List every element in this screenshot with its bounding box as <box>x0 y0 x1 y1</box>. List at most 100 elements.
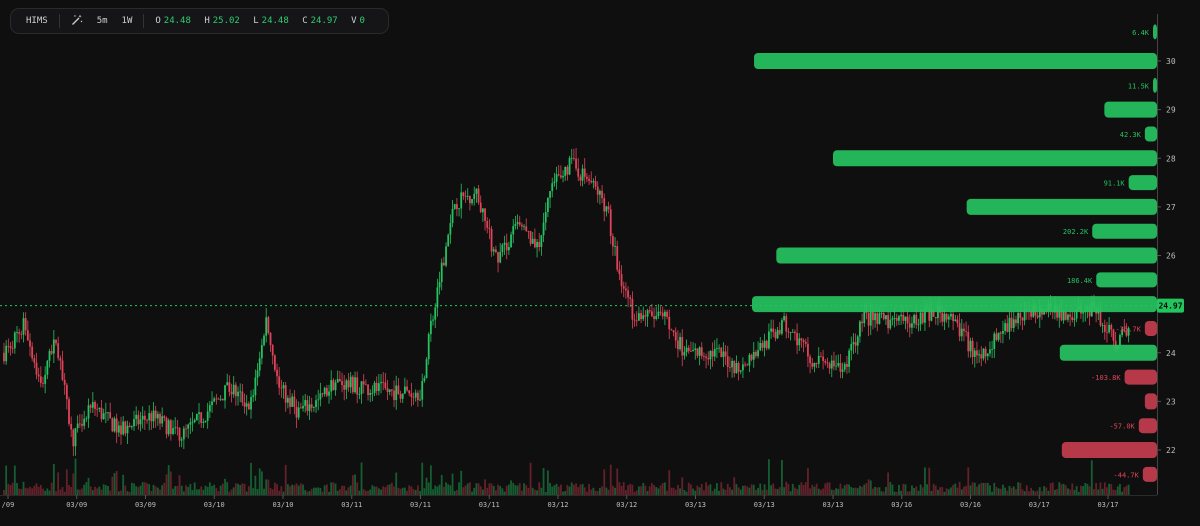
volume-bar <box>347 487 350 495</box>
candle-body <box>113 418 116 432</box>
magic-wand-icon[interactable] <box>64 14 90 29</box>
volume-bar <box>345 490 348 495</box>
candle-body <box>100 407 103 420</box>
candle-body <box>776 330 779 339</box>
time-tick-label: 03/09 <box>66 501 87 509</box>
volume-profile: 6.4K 11.5K 42.3K 91.1K 202.2K 186.4K -35.7K -10… <box>752 24 1157 482</box>
candle-body <box>549 191 551 198</box>
candle-body <box>1067 314 1069 320</box>
candle-body <box>516 222 519 224</box>
candle-body <box>256 370 259 378</box>
candle-body <box>815 363 818 364</box>
volume-bar <box>737 487 740 495</box>
candle-body <box>616 246 619 270</box>
volume-bar <box>471 491 473 495</box>
candle-body <box>928 307 931 321</box>
volume-bar <box>269 487 272 495</box>
volume-bar <box>590 489 593 495</box>
candle-body <box>757 350 759 357</box>
volume-bar <box>540 487 543 495</box>
profile-label: -35.7K <box>1116 325 1142 333</box>
volume-bar <box>867 479 870 495</box>
candle-body <box>828 363 831 369</box>
volume-bar <box>744 485 746 495</box>
candle-body <box>50 351 53 354</box>
volume-bar <box>256 489 259 495</box>
candle-body <box>681 337 684 356</box>
candle-body <box>310 404 313 408</box>
candle-body <box>280 387 283 389</box>
candle-body <box>185 428 187 430</box>
volume-bar <box>1073 489 1076 495</box>
volume-bar <box>789 491 792 495</box>
candle-body <box>401 393 404 399</box>
volume-bar <box>421 462 424 495</box>
volume-bar <box>735 484 738 495</box>
candle-body <box>1019 312 1022 318</box>
candle-body <box>542 222 545 236</box>
profile-label: 42.3K <box>1120 131 1142 139</box>
chart-toolbar: HIMS 5m 1W O 24.48 H 25.02 L 24.48 C 24.97 V… <box>10 8 389 34</box>
candle-body <box>737 363 740 372</box>
volume-bar <box>859 485 861 495</box>
range-button[interactable]: 1W <box>121 16 133 26</box>
volume-bar <box>921 487 924 495</box>
volume-bar <box>423 488 426 495</box>
volume-bar <box>605 487 608 495</box>
volume-bar <box>713 488 716 495</box>
volume-bar <box>1103 482 1106 495</box>
candle-body <box>107 412 109 414</box>
candle-body <box>653 316 655 319</box>
volume-bar <box>900 490 903 495</box>
candle-body <box>722 351 725 358</box>
candle-body <box>193 420 196 422</box>
candle-body <box>421 381 424 400</box>
volume-bar <box>930 490 933 495</box>
volume-bar <box>453 491 456 495</box>
candle-body <box>172 428 174 434</box>
volume-bar <box>601 486 603 495</box>
volume-bar <box>68 485 70 495</box>
candle-body <box>614 246 616 247</box>
volume-bar <box>631 484 634 495</box>
candle-body <box>375 382 378 391</box>
volume-bar <box>1069 489 1072 495</box>
candle-body <box>83 418 86 426</box>
volume-bar <box>341 485 343 495</box>
volume-bar <box>63 491 66 495</box>
candle-body <box>1043 310 1046 315</box>
volume-bar <box>364 490 367 495</box>
volume-bar <box>731 489 733 495</box>
volume-bar <box>746 486 749 495</box>
candle-body <box>590 180 593 183</box>
candle-body <box>449 223 452 235</box>
volume-bar <box>1114 489 1117 495</box>
candle-body <box>995 333 998 340</box>
volume-bar <box>276 484 278 495</box>
volume-bar <box>33 485 36 495</box>
volume-bar <box>1019 482 1022 495</box>
volume-bar <box>672 487 675 495</box>
volume-bar <box>382 486 385 495</box>
volume-bar <box>494 490 497 495</box>
volume-bar <box>221 483 224 495</box>
candle-body <box>180 439 183 441</box>
volume-bar <box>319 487 322 495</box>
candle-body <box>61 360 64 380</box>
volume-bar <box>694 490 697 495</box>
volume-bar <box>677 484 679 495</box>
volume-bar <box>599 487 601 495</box>
volume-bar <box>52 463 55 495</box>
candle-body <box>211 401 213 406</box>
volume-bar <box>137 487 140 495</box>
candle-body <box>455 204 458 210</box>
candle-body <box>278 376 281 388</box>
volume-bar <box>254 475 257 495</box>
candle-body <box>367 384 369 395</box>
volume-bar <box>742 485 744 495</box>
interval-button[interactable]: 5m <box>96 16 108 26</box>
volume-bar <box>850 487 853 495</box>
symbol-button[interactable]: HIMS <box>26 16 48 26</box>
